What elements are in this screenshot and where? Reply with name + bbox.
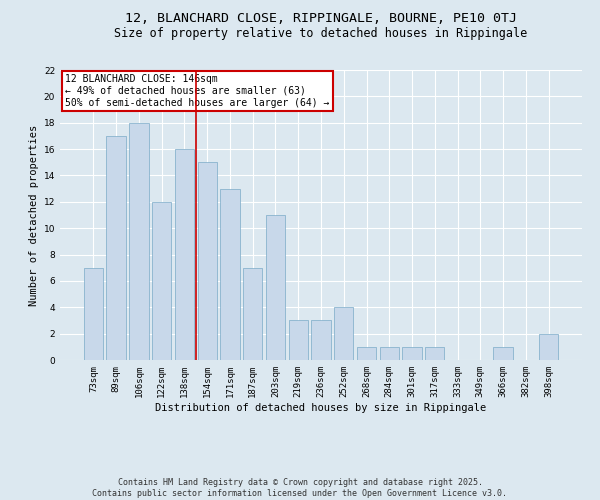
Text: 12 BLANCHARD CLOSE: 146sqm
← 49% of detached houses are smaller (63)
50% of semi: 12 BLANCHARD CLOSE: 146sqm ← 49% of deta… [65,74,329,108]
Bar [152,202,172,360]
Bar [220,188,239,360]
Text: Size of property relative to detached houses in Rippingale: Size of property relative to detached ho… [115,28,527,40]
Bar [357,347,376,360]
Bar [425,347,445,360]
Bar [493,347,513,360]
Bar [129,122,149,360]
Bar [106,136,126,360]
Bar [175,149,194,360]
Text: 12, BLANCHARD CLOSE, RIPPINGALE, BOURNE, PE10 0TJ: 12, BLANCHARD CLOSE, RIPPINGALE, BOURNE,… [125,12,517,26]
Bar [380,347,399,360]
Bar [539,334,558,360]
Y-axis label: Number of detached properties: Number of detached properties [29,124,40,306]
Text: Contains HM Land Registry data © Crown copyright and database right 2025.
Contai: Contains HM Land Registry data © Crown c… [92,478,508,498]
Bar [243,268,262,360]
Bar [311,320,331,360]
Bar [197,162,217,360]
X-axis label: Distribution of detached houses by size in Rippingale: Distribution of detached houses by size … [155,402,487,412]
Bar [403,347,422,360]
Bar [266,215,285,360]
Bar [334,308,353,360]
Bar [289,320,308,360]
Bar [84,268,103,360]
